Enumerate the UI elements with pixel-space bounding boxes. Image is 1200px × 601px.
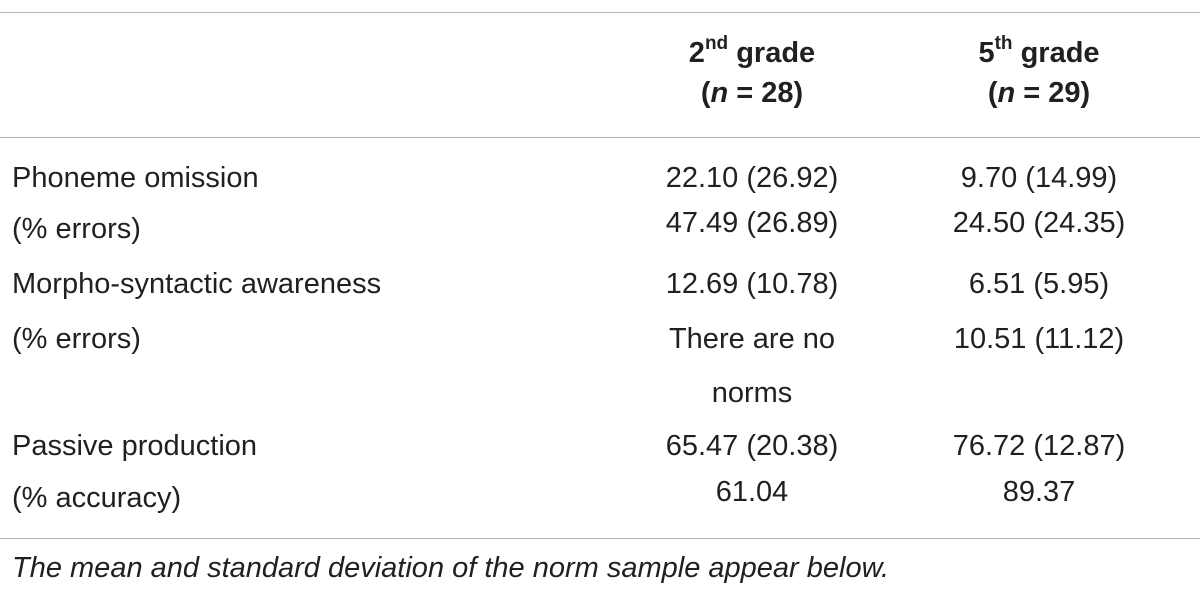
row-label: (% accuracy) — [12, 482, 182, 514]
grade-2-value: 61.04 — [715, 476, 789, 508]
grade-2-value: 12.69 (10.78) — [665, 268, 839, 300]
grade-5-value: 76.72 (12.87) — [952, 430, 1126, 462]
table-bottom-rule — [0, 538, 1200, 539]
grade-2-value: 47.49 (26.89) — [665, 207, 839, 239]
table-top-rule — [0, 12, 1200, 13]
column-header-grade-5-n: (n = 29) — [987, 77, 1091, 109]
grade-5-value: 24.50 (24.35) — [952, 207, 1126, 239]
grade-5-value: 9.70 (14.99) — [960, 162, 1118, 194]
grade-2-value: 22.10 (26.92) — [665, 162, 839, 194]
grade-5-value: 10.51 (11.12) — [953, 323, 1125, 355]
row-label: (% errors) — [12, 213, 141, 245]
row-label: Phoneme omission — [12, 162, 259, 194]
table-footnote: The mean and standard deviation of the n… — [12, 552, 889, 584]
table-header-rule — [0, 137, 1200, 138]
row-label: Morpho-syntactic awareness — [12, 268, 382, 300]
grade-2-value: 65.47 (20.38) — [665, 430, 839, 462]
column-header-grade-5-title: 5th grade — [978, 33, 1100, 69]
grade-5-value: 89.37 — [1002, 476, 1076, 508]
column-header-grade-2-n: (n = 28) — [700, 77, 804, 109]
column-header-grade-2-title: 2nd grade — [688, 33, 816, 69]
column-header-grade-2: 2nd grade (n = 28) — [642, 33, 862, 113]
grade-2-value: norms — [711, 377, 793, 409]
row-label: Passive production — [12, 430, 258, 462]
grade-2-value: There are no — [668, 323, 836, 355]
row-label: (% errors) — [12, 323, 141, 355]
column-header-grade-5: 5th grade (n = 29) — [929, 33, 1149, 113]
grade-5-value: 6.51 (5.95) — [968, 268, 1110, 300]
